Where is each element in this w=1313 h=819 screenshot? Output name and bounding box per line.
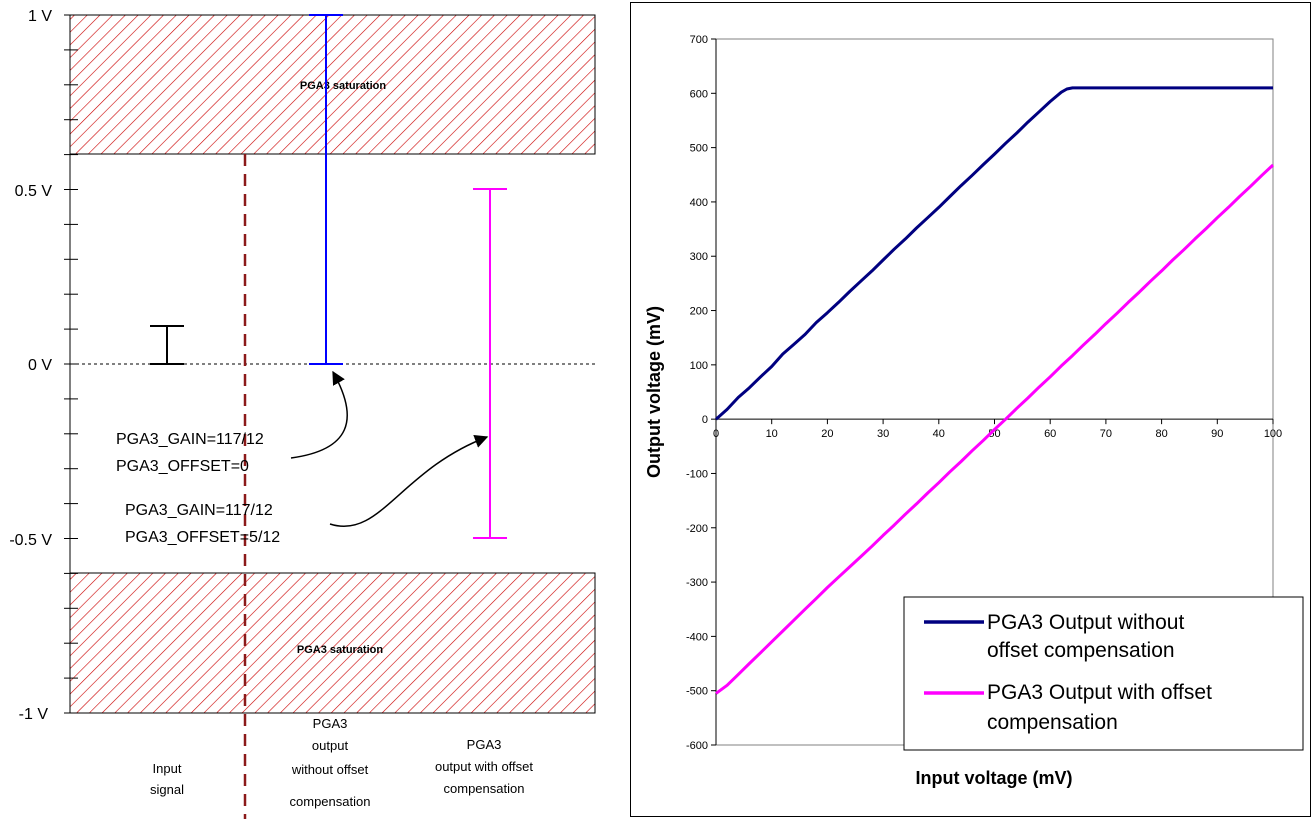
output-voltage-chart: -600-500-400-300-200-1000100200300400500…: [630, 2, 1311, 817]
column-label-no-offset-line2: output: [312, 738, 349, 753]
saturation-zone-bottom: [69, 572, 596, 714]
column-label-no-offset-line1: PGA3: [313, 716, 348, 731]
column-label-input-line2: signal: [150, 782, 184, 797]
x-tick-label: 10: [766, 428, 778, 440]
y-tick-label: 400: [690, 197, 708, 209]
y-tick-label: 700: [690, 34, 708, 46]
y-tick-label: -600: [686, 740, 708, 752]
arrow-no-offset: [290, 370, 348, 459]
annotation-with-offset-offset: PGA3_OFFSET=5/12: [125, 529, 280, 546]
x-axis-title: Input voltage (mV): [916, 768, 1073, 788]
x-tick-label: 70: [1100, 428, 1112, 440]
input-signal-range: [150, 325, 184, 365]
x-tick-label: 40: [933, 428, 945, 440]
column-label-with-offset-line3: compensation: [444, 781, 525, 796]
x-tick-label: 30: [877, 428, 889, 440]
y-tick-label: -300: [686, 577, 708, 589]
saturation-label-top: PGA3 saturation: [300, 80, 386, 92]
column-label-no-offset-line4: compensation: [290, 794, 371, 809]
chart-legend: PGA3 Output without offset compensation …: [903, 596, 1304, 751]
y-tick-label: -500: [686, 686, 708, 698]
level-label-minus-0.5v: -0.5 V: [9, 532, 52, 549]
x-tick-label: 20: [821, 428, 833, 440]
y-tick-label: -100: [686, 468, 708, 480]
level-label-minus-1v: -1 V: [19, 706, 49, 723]
y-axis-ticks: [64, 14, 78, 714]
legend-label-with-offset-line1: PGA3 Output with offset: [987, 681, 1212, 704]
legend-label-with-offset-line2: compensation: [987, 711, 1118, 734]
column-label-input-line1: Input: [153, 761, 182, 776]
x-tick-label: 90: [1211, 428, 1223, 440]
y-axis-title: Output voltage (mV): [644, 306, 664, 478]
y-tick-label: 200: [690, 306, 708, 318]
x-tick-label: 0: [713, 428, 719, 440]
no-offset-output-range: [309, 14, 343, 365]
column-label-no-offset-line3: without offset: [291, 762, 369, 777]
y-tick-label: 0: [702, 414, 708, 426]
saturation-zone-top: [69, 14, 596, 155]
arrow-with-offset: [329, 435, 489, 527]
annotation-no-offset-offset: PGA3_OFFSET=0: [116, 458, 249, 475]
y-tick-label: 100: [690, 360, 708, 372]
legend-label-no-offset-line2: offset compensation: [987, 639, 1175, 662]
y-tick-label: -400: [686, 631, 708, 643]
column-label-with-offset-line1: PGA3: [467, 737, 502, 752]
series-line-no-offset: [715, 86, 1273, 421]
y-tick-labels: -600 -500 -400 -300 -200 -100 0 100 200 300 400 500…: [686, 34, 708, 752]
legend-label-no-offset-line1: PGA3 Output without: [987, 611, 1184, 634]
chart-axes: [711, 38, 1274, 746]
level-label-0v: 0 V: [28, 357, 52, 374]
with-offset-output-range: [473, 188, 507, 539]
saturation-label-bottom: PGA3 saturation: [297, 644, 383, 656]
level-label-0.5v: 0.5 V: [15, 183, 53, 200]
x-tick-labels: 0 10 20 30 40 50 60 70 80 90 100: [713, 428, 1282, 440]
x-tick-label: 100: [1264, 428, 1282, 440]
annotation-no-offset-gain: PGA3_GAIN=117/12: [116, 431, 264, 448]
y-tick-label: -200: [686, 523, 708, 535]
voltage-range-diagram: PGA3 saturation PGA3 saturation 1 V 0.5 …: [9, 8, 596, 819]
y-tick-label: 600: [690, 88, 708, 100]
y-tick-label: 500: [690, 143, 708, 155]
x-tick-label: 60: [1044, 428, 1056, 440]
column-label-with-offset-line2: output with offset: [435, 759, 533, 774]
x-tick-label: 80: [1155, 428, 1167, 440]
annotation-with-offset-gain: PGA3_GAIN=117/12: [125, 502, 273, 519]
level-label-1v: 1 V: [28, 8, 52, 25]
series-line-with-offset: [715, 163, 1275, 695]
chart-series: [715, 86, 1275, 695]
y-tick-label: 300: [690, 251, 708, 263]
